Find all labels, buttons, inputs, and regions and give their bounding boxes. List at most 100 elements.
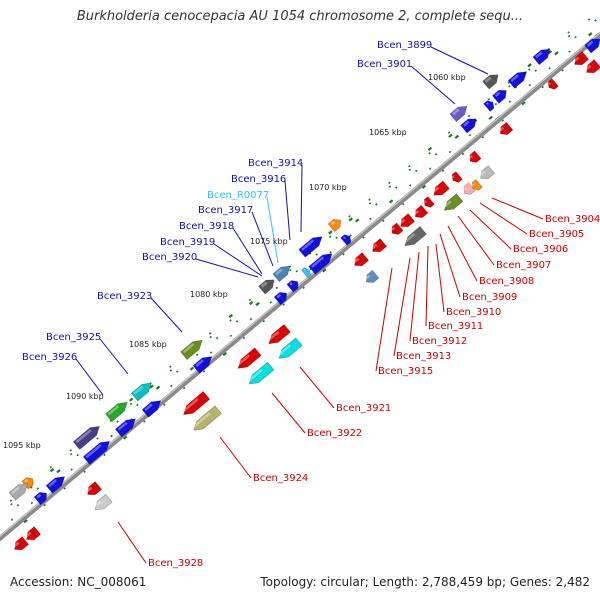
gene-arrow[interactable] xyxy=(340,233,354,246)
gene-arrow[interactable] xyxy=(441,193,464,215)
gene-arrow[interactable] xyxy=(571,51,589,69)
gene-arrow[interactable] xyxy=(72,423,102,450)
tick-mark xyxy=(143,420,146,423)
gene-label-reverse[interactable]: Bcen_3908 xyxy=(479,276,534,287)
gene-label-reverse[interactable]: Bcen_3928 xyxy=(148,558,203,569)
gene-arrow[interactable] xyxy=(84,481,102,499)
gene-arrow[interactable] xyxy=(482,71,502,90)
gene-arrow[interactable] xyxy=(532,45,553,66)
gene-label-reverse[interactable]: Bcen_3911 xyxy=(428,321,483,332)
gene-label-forward[interactable]: Bcen_R0077 xyxy=(207,190,269,201)
gene-arrow[interactable] xyxy=(258,276,278,295)
tick-mark xyxy=(468,133,472,137)
leader-line xyxy=(439,233,461,298)
gene-arrow[interactable] xyxy=(180,336,206,360)
gene-label-reverse[interactable]: Bcen_3907 xyxy=(496,260,551,271)
gene-arrow[interactable] xyxy=(82,438,112,465)
gene-arrow[interactable] xyxy=(546,78,559,92)
gene-label-forward[interactable]: Bcen_3916 xyxy=(231,174,286,185)
tick-mark xyxy=(249,317,253,321)
gene-arrow[interactable] xyxy=(467,150,482,165)
label-leader-lines xyxy=(75,46,544,564)
gene-arrow[interactable] xyxy=(584,35,600,54)
gene-arrow[interactable] xyxy=(449,102,470,123)
gene-label-reverse[interactable]: Bcen_3905 xyxy=(529,229,584,240)
tick-mark xyxy=(527,63,532,68)
gene-arrow[interactable] xyxy=(45,473,68,494)
gene-arrow[interactable] xyxy=(351,252,369,270)
gene-arrow[interactable] xyxy=(389,222,404,237)
gene-arrow[interactable] xyxy=(397,213,415,231)
gene-label-forward[interactable]: Bcen_3919 xyxy=(160,237,215,248)
leader-line xyxy=(447,225,478,282)
gene-arrow[interactable] xyxy=(327,216,344,233)
gene-arrow[interactable] xyxy=(192,353,215,374)
gene-label-reverse[interactable]: Bcen_3924 xyxy=(253,473,308,484)
gene-arrow[interactable] xyxy=(460,115,480,134)
gene-label-reverse[interactable]: Bcen_3912 xyxy=(412,336,467,347)
gene-label-reverse[interactable]: Bcen_3922 xyxy=(307,428,362,439)
gene-arrow[interactable] xyxy=(105,398,131,422)
gene-arrow[interactable] xyxy=(33,489,50,506)
gene-label-reverse[interactable]: Bcen_3909 xyxy=(462,292,517,303)
tick-mark xyxy=(408,168,412,172)
gene-arrow[interactable] xyxy=(276,337,303,362)
gene-label-reverse[interactable]: Bcen_3915 xyxy=(378,366,433,377)
gene-label-forward[interactable]: Bcen_3923 xyxy=(97,291,152,302)
gene-arrow[interactable] xyxy=(180,391,211,419)
tick-mark xyxy=(209,351,213,354)
gene-arrow[interactable] xyxy=(114,415,138,438)
gene-arrow[interactable] xyxy=(492,87,509,104)
tick-mark xyxy=(528,83,531,87)
gene-labels[interactable]: Bcen_3899 Bcen_3901 Bcen_3914 Bcen_3916 Bcen… xyxy=(22,40,600,569)
gene-arrow[interactable] xyxy=(141,397,164,418)
gene-arrow[interactable] xyxy=(246,361,275,388)
gene-label-reverse[interactable]: Bcen_3906 xyxy=(513,244,568,255)
gene-label-reverse[interactable]: Bcen_3910 xyxy=(446,307,501,318)
gene-arrow[interactable] xyxy=(422,196,435,210)
gene-arrow[interactable] xyxy=(461,182,476,197)
ruler-label: 1085 kbp xyxy=(129,340,167,349)
gene-label-reverse[interactable]: Bcen_3921 xyxy=(336,403,391,414)
tick-mark xyxy=(170,384,173,388)
gene-label-forward[interactable]: Bcen_3901 xyxy=(357,59,412,70)
gene-arrow[interactable] xyxy=(583,59,600,77)
gene-arrow[interactable] xyxy=(298,233,325,258)
gene-arrow[interactable] xyxy=(470,179,483,193)
gene-label-reverse[interactable]: Bcen_3913 xyxy=(396,351,451,362)
gene-label-forward[interactable]: Bcen_3914 xyxy=(248,158,303,169)
gene-label-forward[interactable]: Bcen_3899 xyxy=(377,40,432,51)
gene-label-forward[interactable]: Bcen_3917 xyxy=(198,205,253,216)
gene-label-forward[interactable]: Bcen_3926 xyxy=(22,352,77,363)
gene-arrow[interactable] xyxy=(507,68,530,89)
gene-arrow[interactable] xyxy=(363,269,380,285)
gene-label-reverse[interactable]: Bcen_3904 xyxy=(545,214,600,225)
gene-arrow[interactable] xyxy=(412,204,429,220)
gene-arrow[interactable] xyxy=(477,165,495,183)
gene-arrow[interactable] xyxy=(23,526,41,544)
gene-label-forward[interactable]: Bcen_3920 xyxy=(142,252,197,263)
gene-arrow[interactable] xyxy=(272,262,293,283)
gene-arrow[interactable] xyxy=(21,475,36,490)
gene-arrow[interactable] xyxy=(130,379,154,402)
gene-arrow[interactable] xyxy=(273,289,290,306)
gene-arrow[interactable] xyxy=(191,405,222,434)
gene-arrow[interactable] xyxy=(483,99,497,112)
gene-arrow[interactable] xyxy=(8,480,31,501)
gene-arrow[interactable] xyxy=(450,171,463,185)
gene-arrow[interactable] xyxy=(235,347,262,372)
gene-arrow[interactable] xyxy=(308,250,335,275)
gene-label-forward[interactable]: Bcen_3925 xyxy=(46,332,101,343)
gene-arrow[interactable] xyxy=(431,180,450,199)
gene-arrow[interactable] xyxy=(301,266,312,279)
gene-label-forward[interactable]: Bcen_3918 xyxy=(179,221,234,232)
gene-arrow[interactable] xyxy=(369,238,387,256)
gene-arrow[interactable] xyxy=(92,493,113,513)
gene-arrow[interactable] xyxy=(11,536,29,554)
gene-arrow[interactable] xyxy=(497,121,514,137)
gene-arrow[interactable] xyxy=(286,278,301,293)
gene-arrow[interactable] xyxy=(402,226,427,249)
gene-arrow[interactable] xyxy=(266,324,291,347)
gene-features[interactable] xyxy=(8,35,600,554)
